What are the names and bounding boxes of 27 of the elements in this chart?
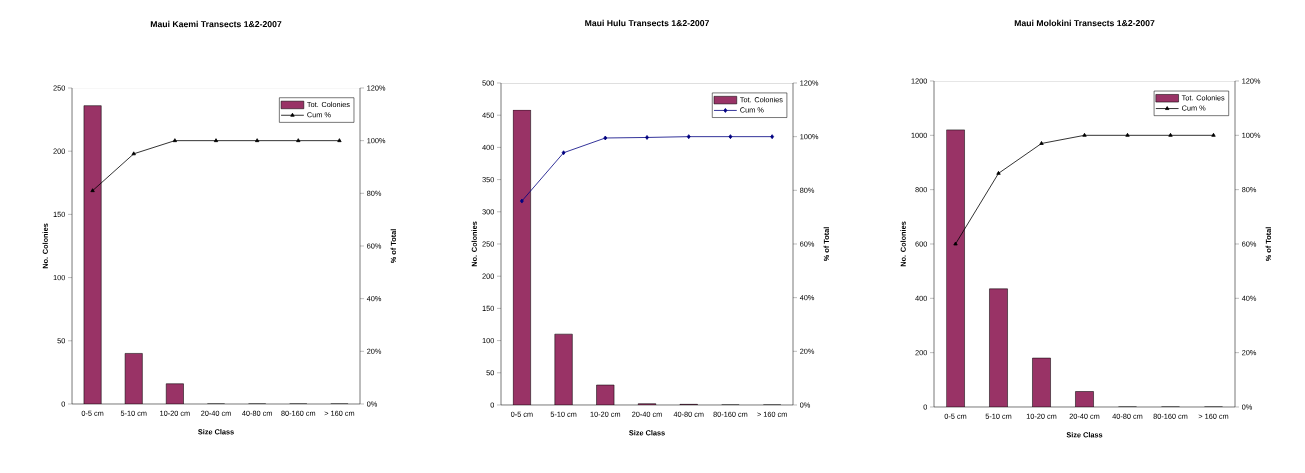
chart-title: Maui Kaemi Transects 1&2-2007 <box>150 20 282 28</box>
point <box>728 134 733 140</box>
point <box>213 138 219 143</box>
point <box>519 198 524 204</box>
point <box>603 135 608 141</box>
point <box>953 241 958 246</box>
chart-title: Maui Hulu Transects 1&2-2007 <box>585 19 709 27</box>
point <box>255 138 260 143</box>
point <box>296 138 301 143</box>
point <box>1039 141 1044 145</box>
point <box>1168 132 1173 137</box>
point <box>1125 132 1130 137</box>
point <box>337 138 342 143</box>
bar <box>946 129 965 407</box>
point <box>996 170 1001 175</box>
point <box>172 138 177 143</box>
point <box>1211 132 1216 137</box>
bar <box>989 288 1008 407</box>
bar <box>1032 358 1051 407</box>
point <box>90 188 95 193</box>
point <box>645 135 649 140</box>
point <box>1082 132 1087 137</box>
point <box>686 134 691 140</box>
point <box>770 134 775 140</box>
chart-title: Maui Molokini Transects 1&2-2007 <box>1014 19 1155 27</box>
point <box>131 151 136 156</box>
point <box>561 150 566 156</box>
